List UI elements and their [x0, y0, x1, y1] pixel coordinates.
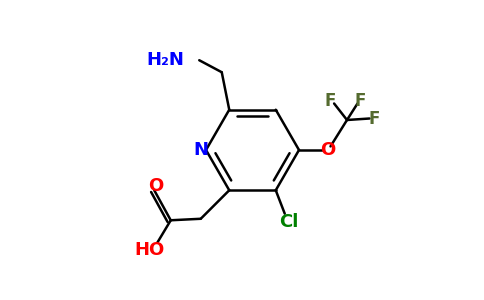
- Text: F: F: [355, 92, 366, 110]
- Text: Cl: Cl: [280, 213, 299, 231]
- Text: F: F: [368, 110, 379, 128]
- Text: N: N: [193, 141, 208, 159]
- Text: F: F: [325, 92, 336, 110]
- Text: O: O: [148, 177, 164, 195]
- Text: HO: HO: [135, 241, 165, 259]
- Text: O: O: [320, 141, 335, 159]
- Text: H₂N: H₂N: [146, 51, 184, 69]
